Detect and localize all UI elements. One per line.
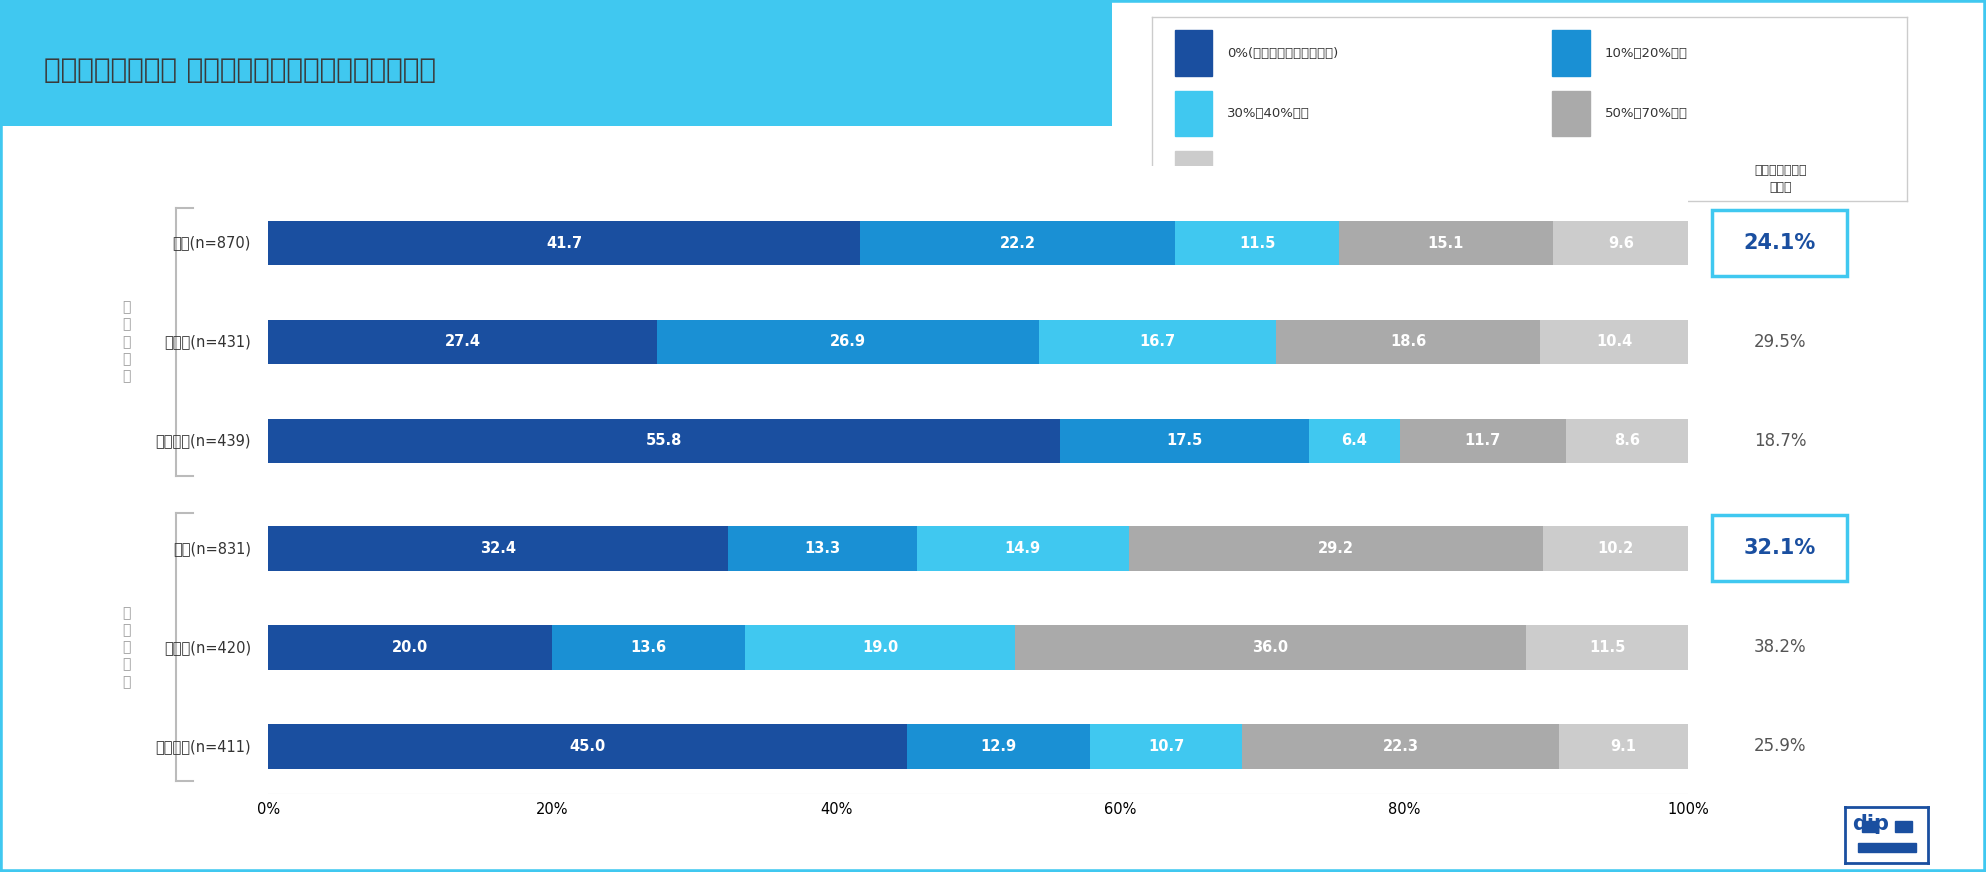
Text: 6.4: 6.4 — [1341, 433, 1366, 448]
Text: 15.1: 15.1 — [1428, 235, 1464, 250]
Bar — [729, 526, 918, 571]
Bar — [1553, 221, 1690, 265]
Text: 11.5: 11.5 — [1239, 235, 1275, 250]
Bar — [1174, 91, 1211, 137]
Text: 11.5: 11.5 — [1589, 640, 1627, 655]
Text: 11.7: 11.7 — [1466, 433, 1501, 448]
Bar — [1015, 625, 1525, 670]
Bar — [1525, 625, 1690, 670]
Text: 20.0: 20.0 — [391, 640, 429, 655]
Bar — [1128, 526, 1543, 571]
Text: 80%～100%程度: 80%～100%程度 — [1227, 167, 1319, 181]
Bar — [860, 221, 1176, 265]
Text: 全体(n=831): 全体(n=831) — [173, 541, 250, 556]
Text: 18.6: 18.6 — [1390, 335, 1426, 350]
Text: 29.2: 29.2 — [1319, 541, 1354, 556]
Text: 10.7: 10.7 — [1148, 739, 1184, 753]
Bar — [1861, 821, 1879, 832]
Text: 29.5%: 29.5% — [1754, 333, 1807, 351]
Bar — [268, 419, 1061, 463]
Text: 平均オンライン
商談率: 平均オンライン 商談率 — [1754, 164, 1807, 194]
Text: 36.0: 36.0 — [1253, 640, 1289, 655]
FancyBboxPatch shape — [1712, 210, 1847, 276]
Bar — [552, 625, 745, 670]
Bar — [918, 526, 1128, 571]
FancyBboxPatch shape — [1712, 515, 1847, 582]
Text: 13.3: 13.3 — [804, 541, 840, 556]
Text: 27.4: 27.4 — [445, 335, 481, 350]
Bar — [268, 724, 908, 768]
Bar — [1309, 419, 1400, 463]
Text: 10.2: 10.2 — [1597, 541, 1634, 556]
Bar — [268, 526, 729, 571]
Bar — [908, 724, 1090, 768]
Bar — [1090, 724, 1241, 768]
Text: 16.7: 16.7 — [1140, 335, 1176, 350]
Text: dip: dip — [1853, 814, 1889, 834]
Bar — [1174, 151, 1211, 197]
Bar — [1895, 821, 1913, 832]
Text: 38.2%: 38.2% — [1754, 638, 1807, 657]
Bar — [1339, 221, 1553, 265]
Bar — [657, 320, 1039, 364]
Text: 大企業(n=420): 大企業(n=420) — [165, 640, 250, 655]
Bar — [1551, 91, 1589, 137]
Bar — [268, 320, 657, 364]
Text: 全体(n=870): 全体(n=870) — [173, 235, 250, 250]
Text: 32.4: 32.4 — [481, 541, 516, 556]
Text: 30%～40%程度: 30%～40%程度 — [1227, 107, 1311, 120]
Text: 24.1%: 24.1% — [1744, 233, 1815, 253]
Bar — [1176, 221, 1339, 265]
Text: 13.6: 13.6 — [632, 640, 667, 655]
Bar — [1241, 724, 1559, 768]
Text: 26.9: 26.9 — [830, 335, 866, 350]
Bar — [1567, 419, 1688, 463]
Bar — [1857, 843, 1916, 852]
Text: 22.3: 22.3 — [1382, 739, 1418, 753]
Text: 大企業(n=431): 大企業(n=431) — [165, 335, 250, 350]
Text: 25.9%: 25.9% — [1754, 737, 1807, 755]
Text: 10%～20%程度: 10%～20%程度 — [1605, 46, 1688, 59]
Text: 12.9: 12.9 — [981, 739, 1017, 753]
Text: 9.1: 9.1 — [1611, 739, 1636, 753]
Bar — [1277, 320, 1541, 364]
Text: 18.7%: 18.7% — [1754, 432, 1807, 450]
Text: オンライン商談率 「現在の割合」と「理想の割合」: オンライン商談率 「現在の割合」と「理想の割合」 — [44, 56, 437, 84]
Bar — [1551, 31, 1589, 76]
Text: 現
在
の
割
合: 現 在 の 割 合 — [121, 300, 131, 384]
Text: 22.2: 22.2 — [999, 235, 1037, 250]
Text: 理
想
の
割
合: 理 想 の 割 合 — [121, 606, 131, 689]
Text: 41.7: 41.7 — [546, 235, 582, 250]
Bar — [268, 625, 552, 670]
Bar — [1559, 724, 1688, 768]
Bar — [1061, 419, 1309, 463]
Text: 9.6: 9.6 — [1609, 235, 1634, 250]
Text: 17.5: 17.5 — [1166, 433, 1204, 448]
Text: 45.0: 45.0 — [570, 739, 606, 753]
Bar — [745, 625, 1015, 670]
Bar — [1400, 419, 1567, 463]
Text: 50%～70%程度: 50%～70%程度 — [1605, 107, 1688, 120]
Bar — [1543, 526, 1688, 571]
Text: 19.0: 19.0 — [862, 640, 898, 655]
Text: 10.4: 10.4 — [1597, 335, 1632, 350]
Text: 中小企業(n=411): 中小企業(n=411) — [155, 739, 250, 753]
Bar — [1039, 320, 1277, 364]
Bar — [268, 221, 860, 265]
Text: 0%(オンライン商談未実施): 0%(オンライン商談未実施) — [1227, 46, 1339, 59]
Bar — [1174, 31, 1211, 76]
Text: 32.1%: 32.1% — [1744, 538, 1815, 558]
Text: 55.8: 55.8 — [645, 433, 683, 448]
Text: 中小企業(n=439): 中小企業(n=439) — [155, 433, 250, 448]
Text: 8.6: 8.6 — [1615, 433, 1640, 448]
Bar — [1541, 320, 1688, 364]
Text: 14.9: 14.9 — [1005, 541, 1041, 556]
